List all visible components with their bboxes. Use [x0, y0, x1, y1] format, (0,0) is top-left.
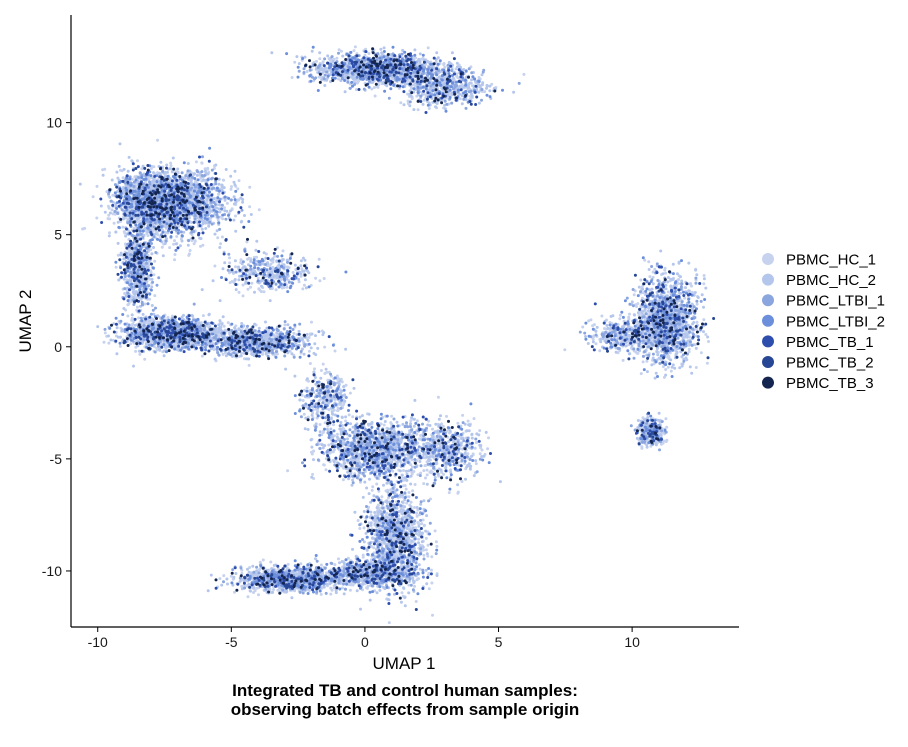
x-tick-label: -5	[225, 634, 238, 650]
scatter-series-pbmc-tb-3	[108, 47, 705, 600]
chart-caption: Integrated TB and control human samples:…	[100, 681, 710, 719]
legend-key	[762, 294, 774, 307]
legend-key	[762, 376, 774, 389]
scatter-series-pbmc-tb-1	[99, 50, 702, 605]
legend-key	[762, 335, 774, 348]
legend-label: PBMC_LTBI_1	[786, 293, 885, 310]
legend-key	[762, 356, 774, 368]
x-tick-label: -10	[88, 634, 108, 650]
y-axis-ticks: -10 -5 0 5 10	[42, 115, 71, 579]
y-tick-label: 0	[54, 339, 62, 355]
x-axis-title: UMAP 1	[373, 654, 436, 673]
legend-label: PBMC_TB_2	[786, 355, 874, 372]
y-tick-label: -5	[50, 451, 63, 467]
x-tick-label: 0	[361, 634, 369, 650]
x-axis-ticks: -10 -5 0 5 10	[88, 627, 640, 650]
y-axis-title: UMAP 2	[16, 290, 35, 353]
legend: PBMC_HC_1 PBMC_HC_2 PBMC_LTBI_1 PBMC_LTBI_2…	[762, 252, 885, 392]
x-tick-label: 10	[624, 634, 640, 650]
legend-label: PBMC_HC_1	[786, 252, 876, 269]
legend-label: PBMC_TB_1	[786, 334, 874, 351]
caption-line-1: Integrated TB and control human samples:	[232, 681, 578, 700]
legend-key	[762, 273, 774, 286]
legend-label: PBMC_TB_3	[786, 375, 874, 392]
legend-label: PBMC_LTBI_2	[786, 313, 885, 330]
caption-line-2: observing batch effects from sample orig…	[230, 700, 580, 719]
y-tick-label: -10	[42, 563, 62, 579]
scatter-series-pbmc-tb-2	[112, 53, 716, 611]
legend-key	[762, 253, 774, 265]
x-tick-label: 5	[495, 634, 503, 650]
legend-key	[762, 314, 774, 327]
legend-label: PBMC_HC_2	[786, 272, 876, 289]
y-tick-label: 5	[54, 227, 62, 243]
scatter-points	[78, 45, 716, 625]
y-tick-label: 10	[46, 115, 62, 131]
